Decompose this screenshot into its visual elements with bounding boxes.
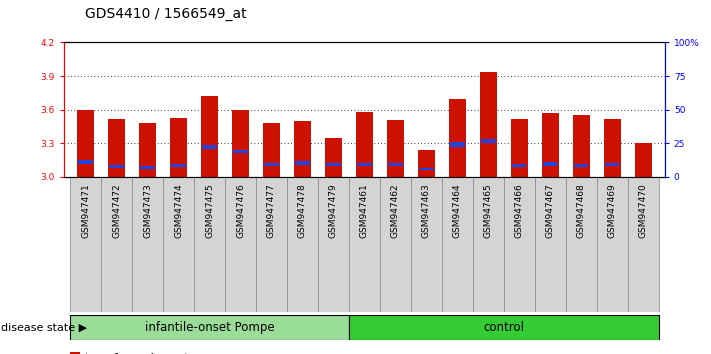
Bar xyxy=(356,112,373,177)
Text: GSM947462: GSM947462 xyxy=(391,184,400,238)
Bar xyxy=(628,177,658,312)
Bar xyxy=(170,118,187,177)
Bar xyxy=(77,110,94,177)
Bar xyxy=(635,143,651,177)
Bar xyxy=(411,177,442,312)
Text: GSM947478: GSM947478 xyxy=(298,184,307,239)
Bar xyxy=(380,177,411,312)
Bar xyxy=(481,139,496,143)
Text: control: control xyxy=(483,321,524,334)
Bar xyxy=(140,166,155,169)
Text: GSM947464: GSM947464 xyxy=(453,184,461,238)
Text: GSM947479: GSM947479 xyxy=(329,184,338,239)
Text: GSM947469: GSM947469 xyxy=(608,184,616,239)
Text: GSM947475: GSM947475 xyxy=(205,184,214,239)
Text: GSM947477: GSM947477 xyxy=(267,184,276,239)
Legend: transformed count, percentile rank within the sample: transformed count, percentile rank withi… xyxy=(70,353,273,354)
Bar xyxy=(419,168,434,170)
Bar xyxy=(387,120,404,177)
Bar xyxy=(287,177,318,312)
Text: GSM947472: GSM947472 xyxy=(112,184,121,238)
Bar xyxy=(318,177,349,312)
Bar xyxy=(325,138,342,177)
Bar xyxy=(108,119,125,177)
Bar xyxy=(543,162,557,166)
Bar xyxy=(473,177,504,312)
Bar xyxy=(566,177,597,312)
Bar xyxy=(225,177,256,312)
Text: GSM947471: GSM947471 xyxy=(81,184,90,239)
Text: GSM947474: GSM947474 xyxy=(174,184,183,238)
Bar xyxy=(132,177,163,312)
Bar xyxy=(171,164,186,167)
Bar xyxy=(294,121,311,177)
Text: GSM947473: GSM947473 xyxy=(143,184,152,239)
Bar xyxy=(512,164,526,167)
Bar xyxy=(70,315,349,340)
Bar xyxy=(203,145,217,149)
Bar xyxy=(70,177,101,312)
Bar xyxy=(442,177,473,312)
Text: GSM947461: GSM947461 xyxy=(360,184,369,239)
Text: GDS4410 / 1566549_at: GDS4410 / 1566549_at xyxy=(85,7,247,21)
Bar xyxy=(233,150,247,154)
Text: GSM947468: GSM947468 xyxy=(577,184,586,239)
Bar xyxy=(504,177,535,312)
Bar xyxy=(264,162,279,166)
Bar xyxy=(357,162,372,166)
Bar xyxy=(572,115,589,177)
Bar xyxy=(597,177,628,312)
Bar xyxy=(349,177,380,312)
Bar xyxy=(101,177,132,312)
Bar xyxy=(109,165,124,168)
Bar xyxy=(256,177,287,312)
Bar xyxy=(163,177,194,312)
Text: GSM947465: GSM947465 xyxy=(483,184,493,239)
Text: disease state ▶: disease state ▶ xyxy=(1,322,87,332)
Bar xyxy=(605,163,619,166)
Bar xyxy=(349,315,658,340)
Bar xyxy=(78,160,93,164)
Bar xyxy=(450,142,464,147)
Bar xyxy=(326,163,341,166)
Text: GSM947463: GSM947463 xyxy=(422,184,431,239)
Bar xyxy=(295,161,310,165)
Bar xyxy=(201,96,218,177)
Bar xyxy=(194,177,225,312)
Bar xyxy=(418,150,435,177)
Bar xyxy=(232,110,249,177)
Bar xyxy=(542,113,559,177)
Text: GSM947470: GSM947470 xyxy=(638,184,648,239)
Bar xyxy=(263,123,280,177)
Text: GSM947476: GSM947476 xyxy=(236,184,245,239)
Bar xyxy=(604,119,621,177)
Bar xyxy=(139,123,156,177)
Bar xyxy=(449,98,466,177)
Bar xyxy=(480,72,497,177)
Text: GSM947467: GSM947467 xyxy=(546,184,555,239)
Bar xyxy=(510,119,528,177)
Bar xyxy=(388,163,402,166)
Bar xyxy=(574,164,589,167)
Text: infantile-onset Pompe: infantile-onset Pompe xyxy=(145,321,274,334)
Text: GSM947466: GSM947466 xyxy=(515,184,524,239)
Bar xyxy=(535,177,566,312)
